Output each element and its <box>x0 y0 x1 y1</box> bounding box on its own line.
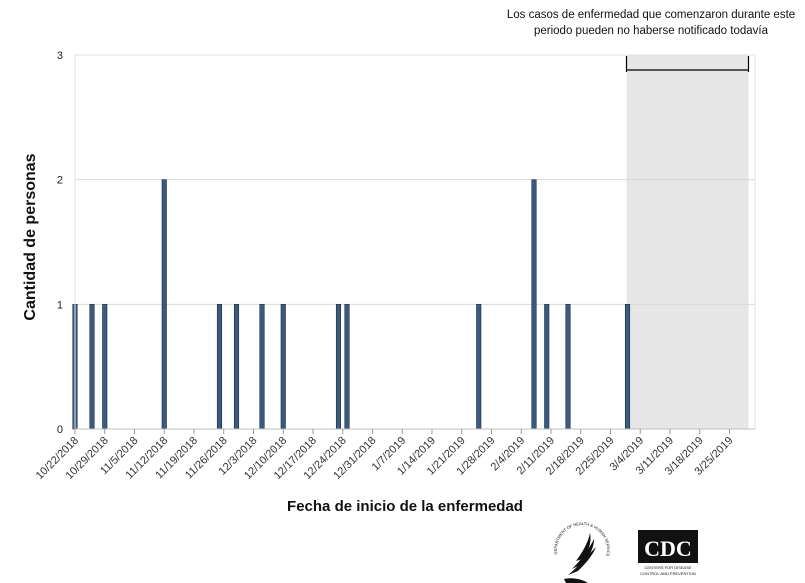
bar <box>259 304 265 430</box>
y-tick-label: 0 <box>57 424 63 436</box>
bar <box>544 304 550 430</box>
x-tick-labels: 10/22/201810/29/201811/5/201811/12/20181… <box>34 429 736 482</box>
y-tick-label: 2 <box>57 175 63 187</box>
cdc-logo-subtitle-2: CONTROL AND PREVENTION <box>640 571 696 576</box>
cdc-logo: CDC CENTERS FOR DISEASE CONTROL AND PREV… <box>638 530 698 576</box>
axes <box>74 54 756 430</box>
y-axis-label: Cantidad de personas <box>22 153 39 320</box>
x-axis-label: Fecha de inicio de la enfermedad <box>287 498 523 515</box>
bar <box>102 304 108 430</box>
annotation-line-2: periodo pueden no haberse notificado tod… <box>534 25 769 37</box>
bar <box>344 304 350 430</box>
reporting-lag-annotation: Los casos de enfermedad que comenzaron d… <box>507 9 795 72</box>
bar <box>161 179 167 430</box>
y-tick-label: 1 <box>57 299 63 311</box>
bar <box>476 304 482 430</box>
bar <box>233 304 240 430</box>
hhs-logo: DEPARTMENT OF HEALTH & HUMAN SERVICES US… <box>551 520 613 583</box>
reporting-lag-shade <box>626 55 749 429</box>
annotation-line-1: Los casos de enfermedad que comenzaron d… <box>507 9 795 21</box>
cdc-logo-text: CDC <box>644 536 692 561</box>
bar <box>280 304 286 430</box>
bar <box>624 304 631 430</box>
y-tick-label: 3 <box>57 50 63 62</box>
bar <box>89 304 95 430</box>
hhs-logo-text: DEPARTMENT OF HEALTH & HUMAN SERVICES US… <box>553 521 611 557</box>
bar <box>335 304 342 430</box>
bar <box>531 179 537 430</box>
y-tick-labels: 0 1 2 3 <box>57 50 63 436</box>
bar <box>216 304 223 430</box>
bar <box>565 304 571 430</box>
cdc-logo-subtitle-1: CENTERS FOR DISEASE <box>644 565 691 570</box>
